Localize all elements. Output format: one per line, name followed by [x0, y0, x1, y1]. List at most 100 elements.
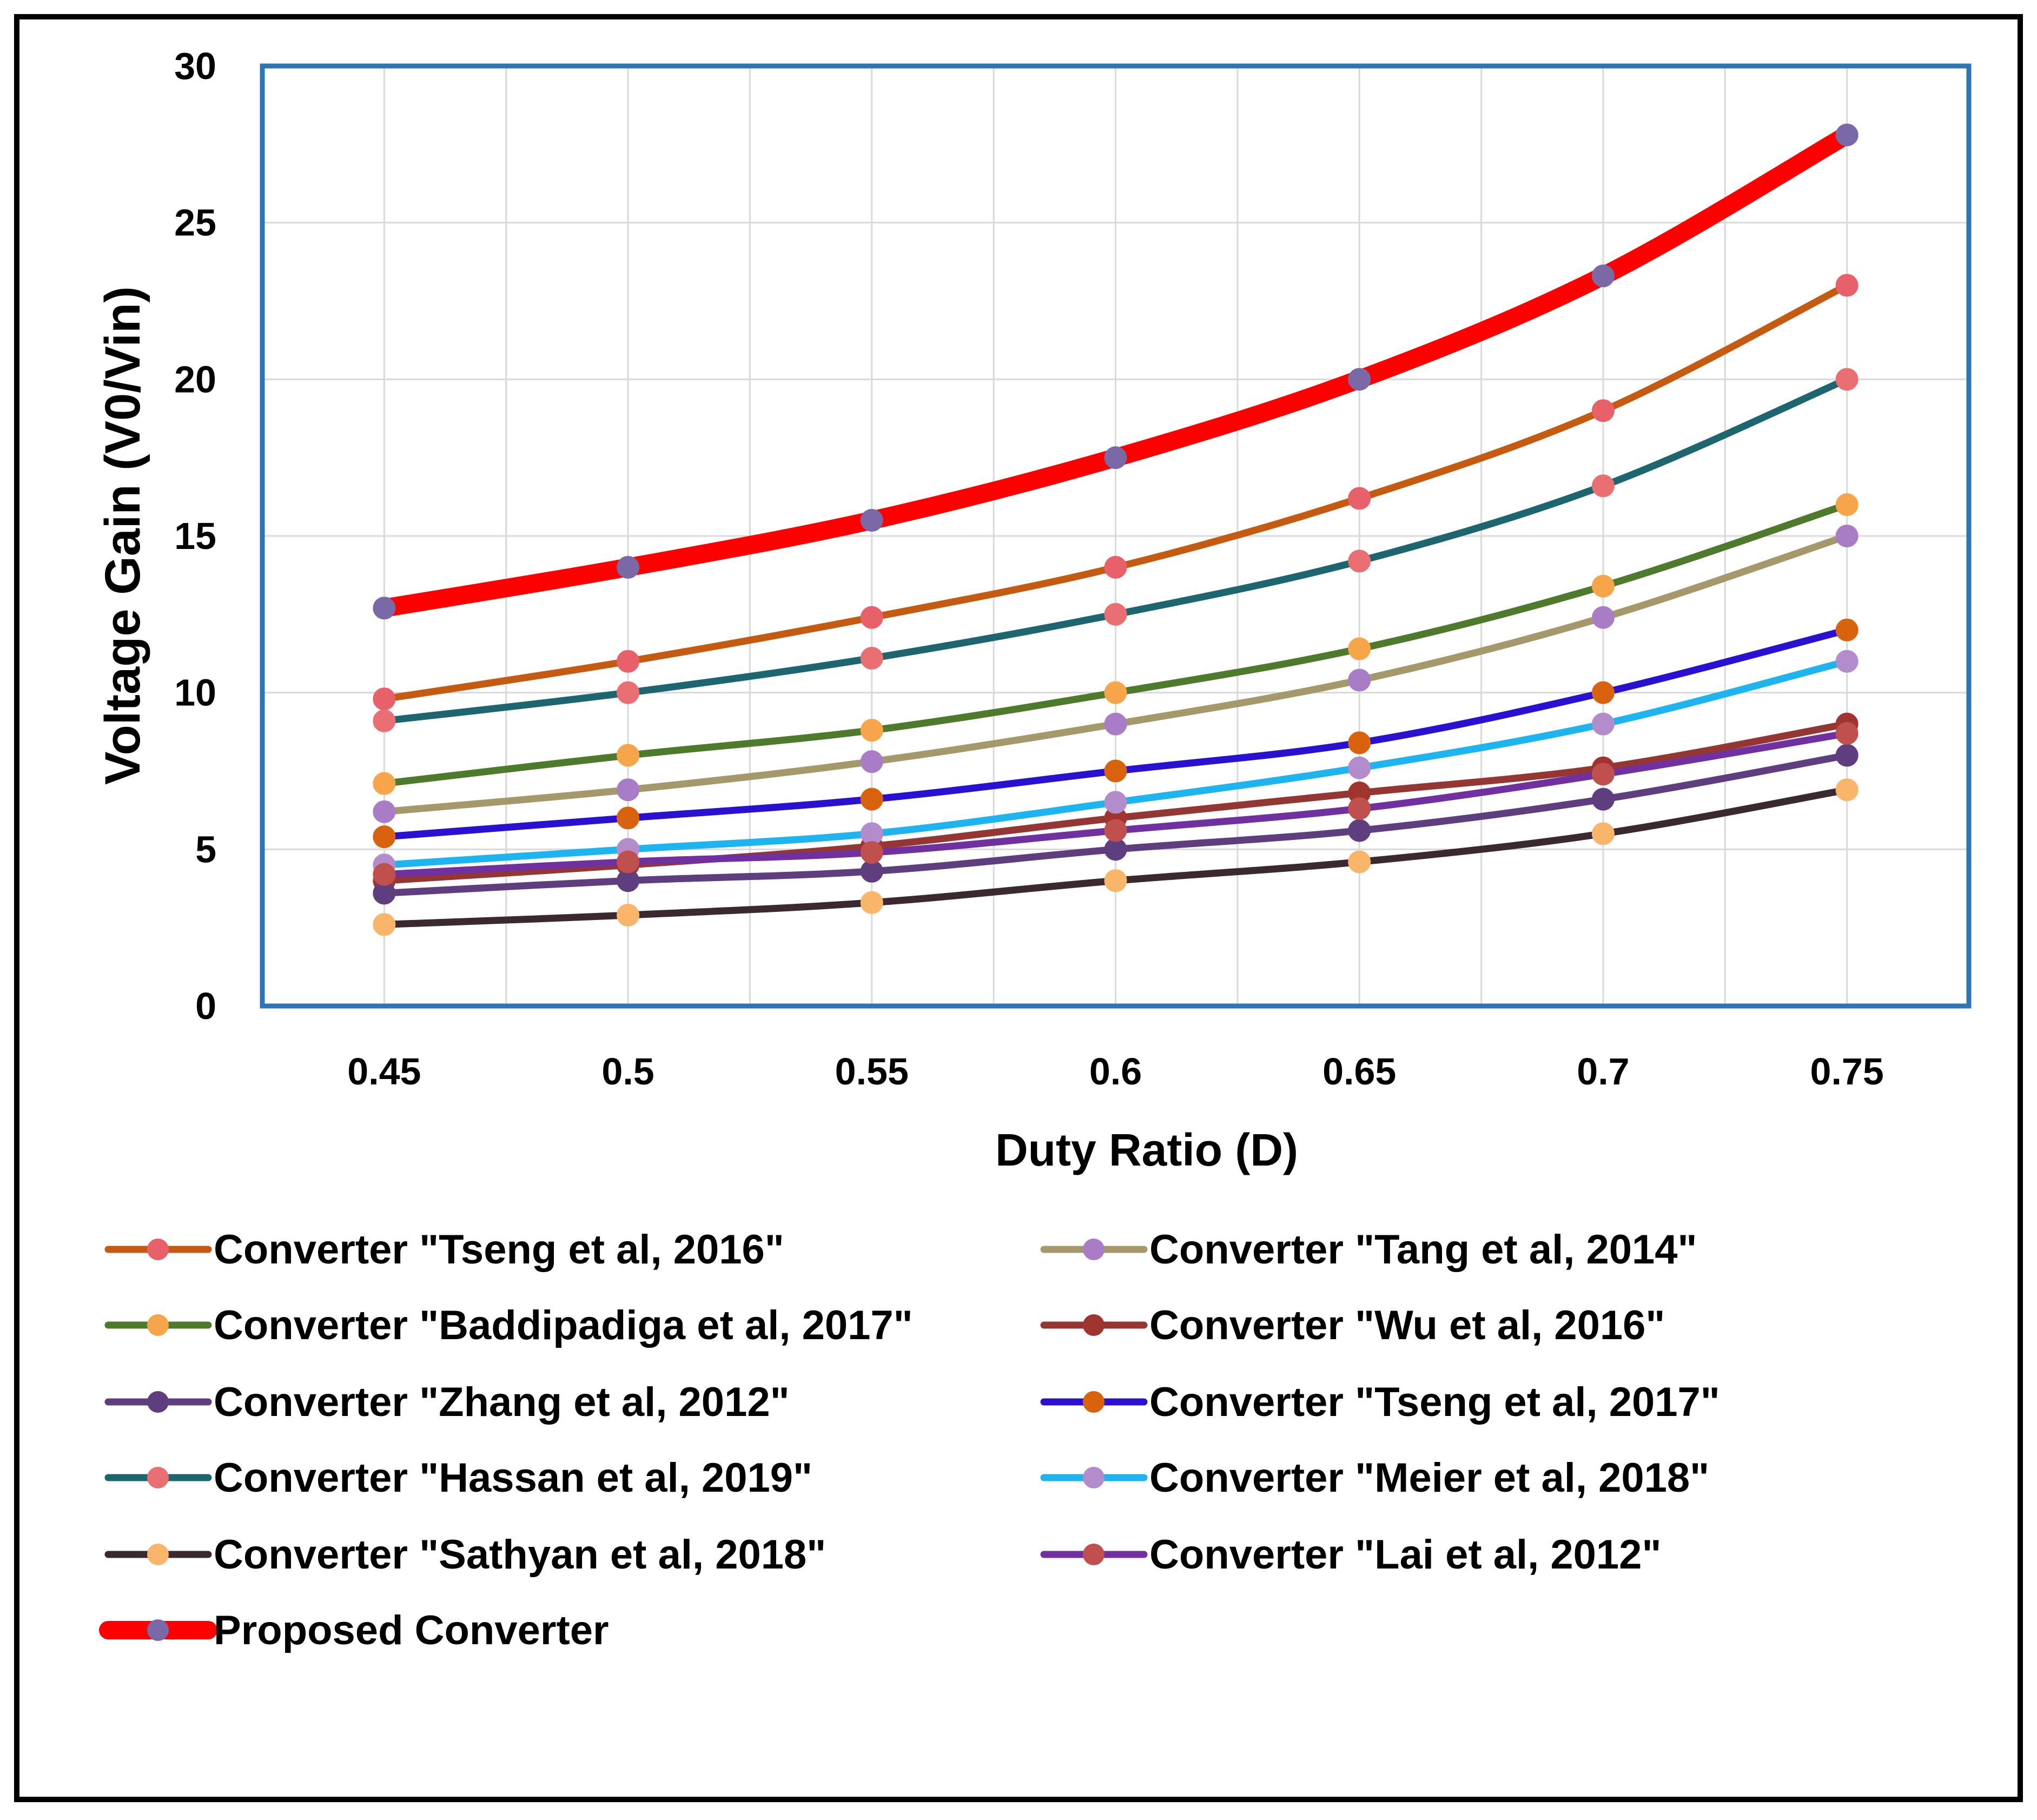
legend-swatch-marker — [1083, 1314, 1105, 1336]
data-point — [1835, 123, 1859, 147]
data-point — [1835, 525, 1859, 547]
data-point — [860, 509, 883, 532]
legend: Converter "Tseng et al, 2016" Converter "… — [99, 1227, 1720, 1653]
data-point — [617, 744, 640, 767]
data-point — [617, 778, 640, 802]
data-point — [1835, 274, 1859, 297]
data-point — [1104, 681, 1127, 704]
plot-area-border — [260, 63, 1972, 1009]
data-point — [373, 913, 396, 936]
data-point — [1591, 399, 1615, 422]
data-point — [1104, 759, 1127, 783]
data-point — [373, 800, 396, 823]
legend-label: Converter "Tseng et al, 2017" — [1149, 1379, 1720, 1425]
y-tick-label: 0 — [195, 985, 216, 1027]
legend-label: Converter "Tseng et al, 2016" — [214, 1227, 784, 1273]
data-point — [1348, 731, 1371, 755]
legend-label: Converter "Hassan et al, 2019" — [214, 1455, 812, 1501]
x-tick-label: 0.6 — [1089, 1050, 1142, 1093]
legend-swatch-marker — [147, 1391, 169, 1413]
y-tick-label: 15 — [174, 515, 216, 557]
data-point — [373, 863, 396, 886]
legend-label: Converter "Meier et al, 2018" — [1149, 1455, 1709, 1501]
x-tick-label: 0.65 — [1322, 1050, 1396, 1093]
legend-label: Converter "Sathyan et al, 2018" — [214, 1532, 826, 1578]
data-point — [1591, 264, 1615, 288]
data-point — [1348, 550, 1371, 573]
legend-swatch-marker — [1083, 1544, 1105, 1565]
legend-swatch-marker — [147, 1467, 169, 1488]
data-point — [1835, 618, 1859, 641]
data-point — [1348, 797, 1371, 820]
x-tick-label: 0.75 — [1810, 1050, 1884, 1093]
data-point — [860, 750, 883, 773]
legend-swatch-marker — [1083, 1467, 1105, 1488]
data-point — [1104, 819, 1127, 842]
data-point — [1348, 368, 1371, 391]
data-point — [617, 555, 640, 579]
x-tick-label: 0.45 — [347, 1050, 421, 1093]
legend-label: Converter "Zhang et al, 2012" — [214, 1379, 790, 1425]
legend-label: Proposed Converter — [214, 1607, 609, 1653]
data-point — [1104, 712, 1127, 736]
y-axis-tick-labels: 0 5 10 15 20 25 30 — [174, 45, 216, 1027]
y-tick-label: 10 — [174, 672, 216, 714]
data-point — [617, 681, 640, 704]
data-point — [1591, 574, 1615, 598]
y-tick-label: 25 — [174, 202, 216, 244]
data-point — [617, 903, 640, 926]
data-point — [1591, 822, 1615, 845]
data-point — [373, 709, 396, 732]
legend-swatch-marker — [1083, 1239, 1105, 1260]
data-point — [373, 825, 396, 849]
data-point — [1104, 869, 1127, 892]
y-axis-title: Voltage Gain (V0/Vin) — [95, 286, 150, 785]
data-point — [1104, 791, 1127, 814]
x-axis-title: Duty Ratio (D) — [995, 1124, 1298, 1175]
data-point — [860, 841, 883, 864]
data-point — [860, 891, 883, 914]
data-point — [1591, 681, 1615, 704]
legend-swatch-marker — [147, 1239, 169, 1260]
data-point — [1591, 474, 1615, 498]
data-point — [860, 787, 883, 811]
data-point — [1591, 787, 1615, 811]
y-tick-label: 30 — [174, 45, 216, 87]
legend-label: Converter "Tang et al, 2014" — [1149, 1227, 1697, 1273]
data-point — [1591, 606, 1615, 629]
data-point — [860, 646, 883, 670]
legend-label: Converter "Lai et al, 2012" — [1149, 1532, 1661, 1578]
data-point — [1348, 637, 1371, 660]
data-point — [1104, 446, 1127, 469]
legend-label: Converter "Wu et al, 2016" — [1149, 1302, 1665, 1348]
legend-swatch-marker — [147, 1619, 169, 1641]
data-point — [1591, 712, 1615, 736]
data-point — [373, 597, 396, 620]
y-tick-label: 5 — [195, 828, 216, 870]
data-point — [1835, 722, 1859, 745]
data-point — [1104, 603, 1127, 626]
data-point — [617, 806, 640, 830]
x-tick-label: 0.7 — [1577, 1050, 1629, 1093]
data-point — [860, 719, 883, 742]
data-point — [1835, 650, 1859, 673]
data-point — [1591, 763, 1615, 786]
data-point — [1104, 555, 1127, 579]
data-point — [1348, 850, 1371, 873]
data-point — [1835, 778, 1859, 802]
data-point — [617, 850, 640, 873]
outer-frame — [14, 14, 2023, 1802]
legend-label: Converter "Baddipadiga et al, 2017" — [214, 1302, 913, 1348]
series-markers — [373, 123, 1859, 936]
data-point — [1348, 487, 1371, 510]
legend-swatch-marker — [147, 1544, 169, 1565]
x-tick-label: 0.5 — [601, 1050, 654, 1093]
data-point — [373, 772, 396, 795]
x-tick-label: 0.55 — [835, 1050, 909, 1093]
data-point — [860, 606, 883, 629]
data-point — [1348, 669, 1371, 692]
x-axis-tick-labels: 0.45 0.5 0.55 0.6 0.65 0.7 0.75 — [347, 1050, 1884, 1093]
data-point — [1835, 493, 1859, 517]
